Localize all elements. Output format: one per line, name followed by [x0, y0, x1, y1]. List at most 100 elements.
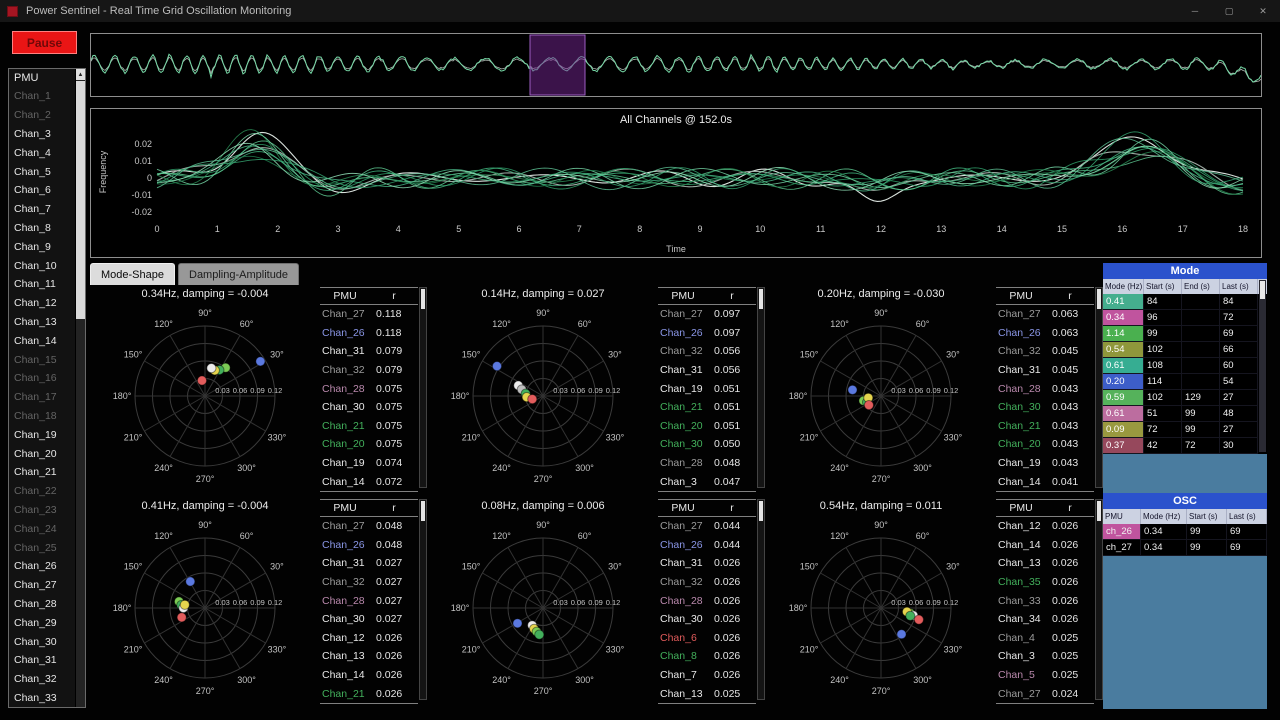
pmu-r-row[interactable]: Chan_30 0.050 [658, 435, 756, 454]
maximize-button[interactable]: ▢ [1224, 5, 1234, 16]
scrollbar-thumb[interactable] [759, 289, 763, 309]
pmu-r-row[interactable]: Chan_32 0.027 [320, 573, 418, 592]
pmu-r-row[interactable]: Chan_32 0.045 [996, 342, 1094, 361]
channel-item-chan_13[interactable]: Chan_13 [14, 315, 57, 328]
pmu-r-row[interactable]: Chan_8 0.026 [658, 647, 756, 666]
table-scrollbar[interactable] [419, 499, 427, 700]
channel-item-chan_26[interactable]: Chan_26 [14, 560, 57, 573]
pmu-r-row[interactable]: Chan_14 0.072 [320, 472, 418, 491]
channel-item-chan_21[interactable]: Chan_21 [14, 466, 57, 479]
table-scrollbar[interactable] [1095, 499, 1103, 700]
pmu-r-row[interactable]: Chan_31 0.026 [658, 554, 756, 573]
pmu-r-row[interactable]: Chan_35 0.026 [996, 573, 1094, 592]
scrollbar-thumb[interactable] [759, 501, 763, 521]
mode-row[interactable]: 0.41 84 84 [1103, 294, 1267, 310]
pmu-r-row[interactable]: Chan_28 0.027 [320, 591, 418, 610]
channel-item-chan_31[interactable]: Chan_31 [14, 654, 57, 667]
pmu-r-row[interactable]: Chan_21 0.026 [320, 684, 418, 703]
mode-row[interactable]: 0.20 114 54 [1103, 374, 1267, 390]
channel-item-chan_25[interactable]: Chan_25 [14, 541, 57, 554]
channel-item-chan_32[interactable]: Chan_32 [14, 673, 57, 686]
channel-item-chan_12[interactable]: Chan_12 [14, 297, 57, 310]
channel-item-chan_11[interactable]: Chan_11 [14, 278, 56, 291]
scrollbar-thumb[interactable] [1097, 501, 1101, 521]
pmu-r-row[interactable]: Chan_13 0.025 [658, 684, 756, 703]
pmu-r-row[interactable]: Chan_28 0.043 [996, 379, 1094, 398]
channel-item-chan_2[interactable]: Chan_2 [14, 109, 51, 122]
pmu-r-row[interactable]: Chan_32 0.056 [658, 342, 756, 361]
channel-item-chan_3[interactable]: Chan_3 [14, 127, 51, 140]
tab-dampling-amplitude[interactable]: Dampling-Amplitude [178, 263, 300, 285]
channel-item-chan_30[interactable]: Chan_30 [14, 635, 57, 648]
channel-item-chan_27[interactable]: Chan_27 [14, 579, 57, 592]
channel-item-chan_17[interactable]: Chan_17 [14, 391, 57, 404]
channel-item-chan_1[interactable]: Chan_1 [14, 90, 51, 103]
osc-row[interactable]: ch_26 0.34 99 69 [1103, 524, 1267, 540]
mode-row[interactable]: 1.14 99 69 [1103, 326, 1267, 342]
channel-item-chan_22[interactable]: Chan_22 [14, 485, 57, 498]
channel-item-chan_9[interactable]: Chan_9 [14, 240, 51, 253]
pmu-r-row[interactable]: Chan_20 0.051 [658, 417, 756, 436]
channel-item-chan_29[interactable]: Chan_29 [14, 616, 57, 629]
channel-item-chan_23[interactable]: Chan_23 [14, 503, 57, 516]
scrollbar-thumb[interactable] [76, 81, 85, 319]
pmu-r-row[interactable]: Chan_19 0.051 [658, 379, 756, 398]
pmu-r-row[interactable]: Chan_28 0.048 [658, 454, 756, 473]
pmu-r-row[interactable]: Chan_32 0.079 [320, 361, 418, 380]
pmu-r-row[interactable]: Chan_20 0.043 [996, 435, 1094, 454]
pmu-r-row[interactable]: Chan_3 0.047 [658, 472, 756, 491]
pmu-r-row[interactable]: Chan_27 0.097 [658, 305, 756, 324]
pmu-r-row[interactable]: Chan_30 0.043 [996, 398, 1094, 417]
pmu-r-row[interactable]: Chan_31 0.045 [996, 361, 1094, 380]
mode-row[interactable]: 0.54 102 66 [1103, 342, 1267, 358]
tab-mode-shape[interactable]: Mode-Shape [90, 263, 175, 285]
channel-item-chan_28[interactable]: Chan_28 [14, 597, 57, 610]
channel-item-chan_5[interactable]: Chan_5 [14, 165, 51, 178]
pmu-r-row[interactable]: Chan_5 0.025 [996, 666, 1094, 685]
pmu-r-row[interactable]: Chan_30 0.075 [320, 398, 418, 417]
pmu-r-row[interactable]: Chan_31 0.079 [320, 342, 418, 361]
channel-item-chan_8[interactable]: Chan_8 [14, 221, 51, 234]
channel-item-chan_24[interactable]: Chan_24 [14, 522, 57, 535]
overview-strip-chart[interactable] [90, 33, 1262, 97]
pmu-r-row[interactable]: Chan_6 0.026 [658, 629, 756, 648]
scroll-up-arrow-icon[interactable]: ▲ [76, 69, 85, 80]
pmu-r-row[interactable]: Chan_3 0.025 [996, 647, 1094, 666]
pmu-r-row[interactable]: Chan_14 0.026 [996, 536, 1094, 555]
channel-item-chan_19[interactable]: Chan_19 [14, 428, 57, 441]
pmu-r-row[interactable]: Chan_27 0.044 [658, 517, 756, 536]
pmu-r-row[interactable]: Chan_27 0.063 [996, 305, 1094, 324]
pmu-r-row[interactable]: Chan_26 0.044 [658, 536, 756, 555]
scrollbar-thumb[interactable] [1260, 281, 1265, 299]
scrollbar-thumb[interactable] [421, 289, 425, 309]
scrollbar-thumb[interactable] [1097, 289, 1101, 309]
pmu-r-row[interactable]: Chan_27 0.024 [996, 684, 1094, 703]
pmu-r-row[interactable]: Chan_19 0.043 [996, 454, 1094, 473]
table-scrollbar[interactable] [419, 287, 427, 488]
pmu-r-row[interactable]: Chan_7 0.026 [658, 666, 756, 685]
channel-item-chan_14[interactable]: Chan_14 [14, 334, 57, 347]
mode-row[interactable]: 0.09 72 99 27 [1103, 422, 1267, 438]
pmu-r-row[interactable]: Chan_21 0.075 [320, 417, 418, 436]
pmu-r-row[interactable]: Chan_13 0.026 [320, 647, 418, 666]
pmu-r-row[interactable]: Chan_33 0.026 [996, 591, 1094, 610]
pmu-r-row[interactable]: Chan_14 0.026 [320, 666, 418, 685]
pause-button[interactable]: Pause [12, 31, 77, 54]
pmu-r-row[interactable]: Chan_14 0.041 [996, 472, 1094, 491]
channel-item-chan_18[interactable]: Chan_18 [14, 409, 57, 422]
channel-item-chan_7[interactable]: Chan_7 [14, 203, 51, 216]
close-button[interactable]: ✕ [1259, 5, 1267, 16]
channel-item-chan_20[interactable]: Chan_20 [14, 447, 57, 460]
mode-row[interactable]: 0.61 108 60 [1103, 358, 1267, 374]
pmu-r-row[interactable]: Chan_26 0.048 [320, 536, 418, 555]
pmu-r-row[interactable]: Chan_12 0.026 [996, 517, 1094, 536]
pmu-r-row[interactable]: Chan_19 0.074 [320, 454, 418, 473]
channel-item-chan_6[interactable]: Chan_6 [14, 184, 51, 197]
pmu-r-row[interactable]: Chan_28 0.075 [320, 379, 418, 398]
pmu-r-row[interactable]: Chan_26 0.097 [658, 324, 756, 343]
pmu-r-row[interactable]: Chan_34 0.026 [996, 610, 1094, 629]
pmu-r-row[interactable]: Chan_21 0.051 [658, 398, 756, 417]
pmu-r-row[interactable]: Chan_28 0.026 [658, 591, 756, 610]
overview-plot-area[interactable] [90, 34, 1262, 96]
pmu-r-row[interactable]: Chan_20 0.075 [320, 435, 418, 454]
